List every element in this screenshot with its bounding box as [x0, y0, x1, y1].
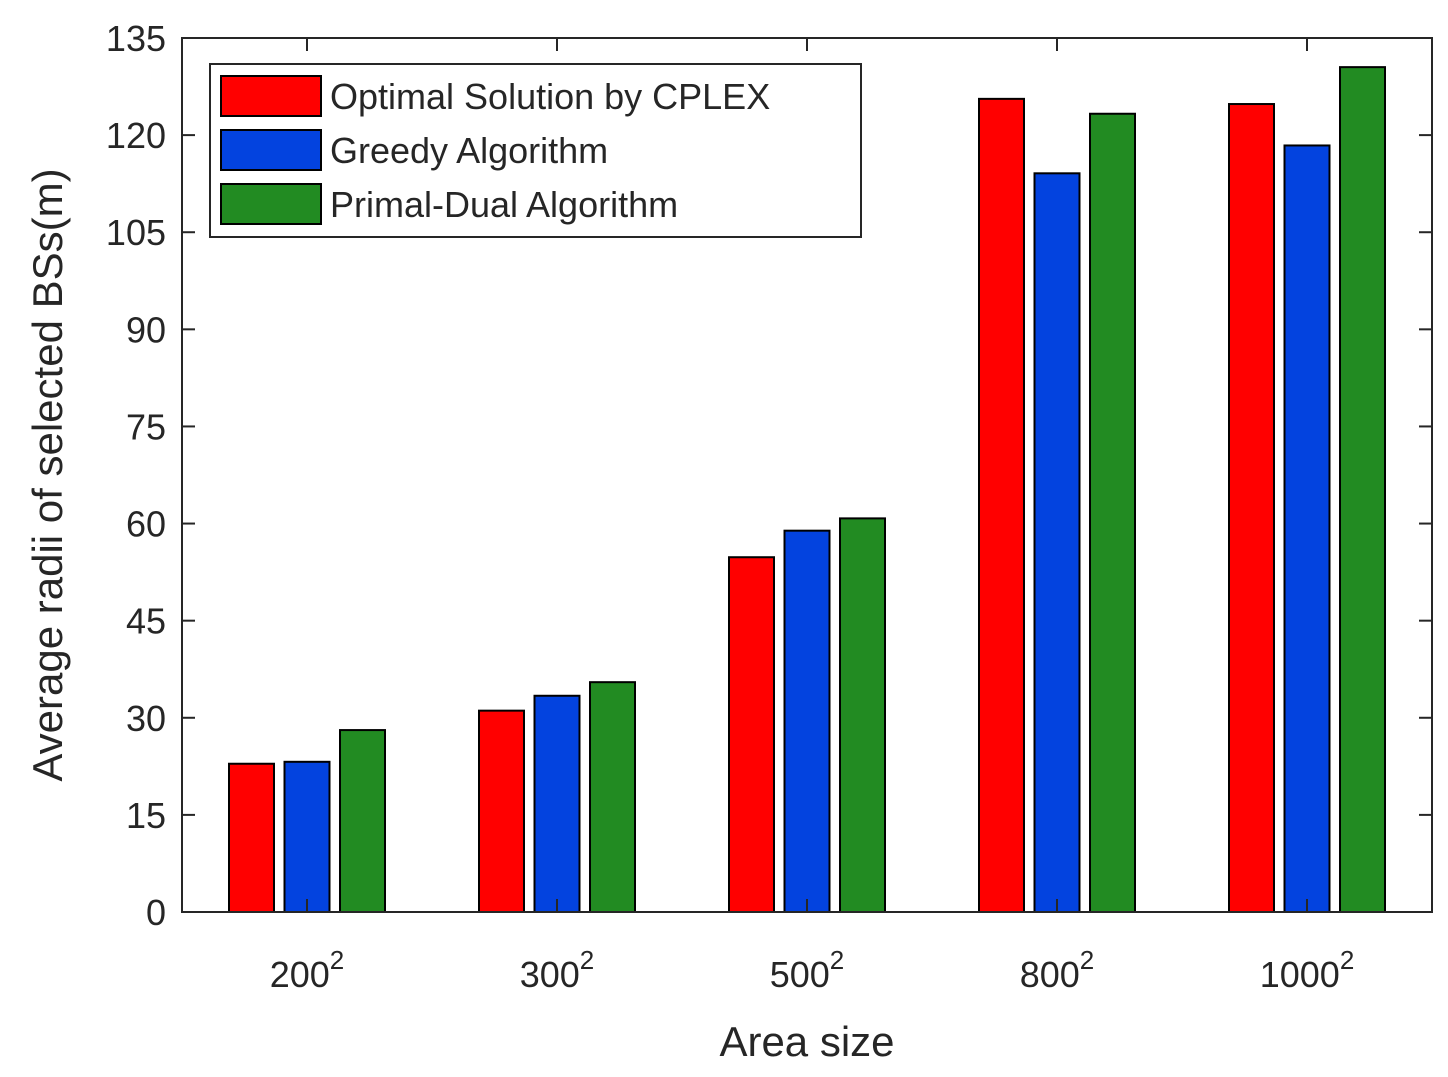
legend-swatch: [220, 183, 322, 225]
bar-3-5: [1339, 66, 1386, 913]
y-axis-title: Average radii of selected BSs(m): [24, 168, 71, 781]
x-tick-label: 2002: [270, 945, 345, 995]
bar-1-1: [228, 762, 275, 914]
y-tick-label: 105: [106, 212, 166, 253]
bar-3-3: [839, 517, 886, 913]
bar-2-3: [783, 529, 831, 914]
legend-label: Primal-Dual Algorithm: [330, 184, 678, 225]
x-tick-label: 5002: [770, 945, 845, 995]
x-tick-labels: 2002 3002 5002 8002 10002: [270, 945, 1355, 995]
bar-2-4: [1033, 172, 1081, 913]
bar-2-5: [1283, 144, 1331, 914]
y-tick-label: 0: [146, 892, 166, 933]
y-tick-labels: 0 15 30 45 60 75 90 105 120 135: [106, 18, 166, 933]
legend: Optimal Solution by CPLEX Greedy Algorith…: [209, 63, 862, 238]
bar-1-4: [978, 97, 1025, 913]
axis-ticks: [182, 37, 1432, 913]
y-tick-label: 135: [106, 18, 166, 59]
x-axis-title: Area size: [719, 1018, 894, 1065]
bar-1-3: [728, 556, 775, 914]
bar-3-1: [339, 729, 386, 913]
bar-1-2: [478, 709, 525, 914]
bar-1-5: [1228, 103, 1275, 913]
x-tick-label: 3002: [520, 945, 595, 995]
legend-label: Optimal Solution by CPLEX: [330, 76, 770, 117]
bar-3-4: [1089, 112, 1136, 914]
legend-swatch: [220, 75, 322, 117]
x-tick-label: 10002: [1260, 945, 1355, 995]
y-tick-label: 75: [126, 406, 166, 447]
bar-3-2: [589, 681, 636, 913]
y-tick-label: 30: [126, 698, 166, 739]
bar-2-1: [283, 760, 331, 913]
legend-label: Greedy Algorithm: [330, 130, 608, 171]
x-tick-label: 8002: [1020, 945, 1095, 995]
y-tick-label: 90: [126, 309, 166, 350]
y-tick-label: 120: [106, 115, 166, 156]
legend-swatch: [220, 129, 322, 171]
y-tick-label: 15: [126, 795, 166, 836]
bar-2-2: [533, 694, 581, 913]
bars-group: [228, 66, 1386, 914]
y-tick-label: 60: [126, 504, 166, 545]
y-tick-label: 45: [126, 601, 166, 642]
